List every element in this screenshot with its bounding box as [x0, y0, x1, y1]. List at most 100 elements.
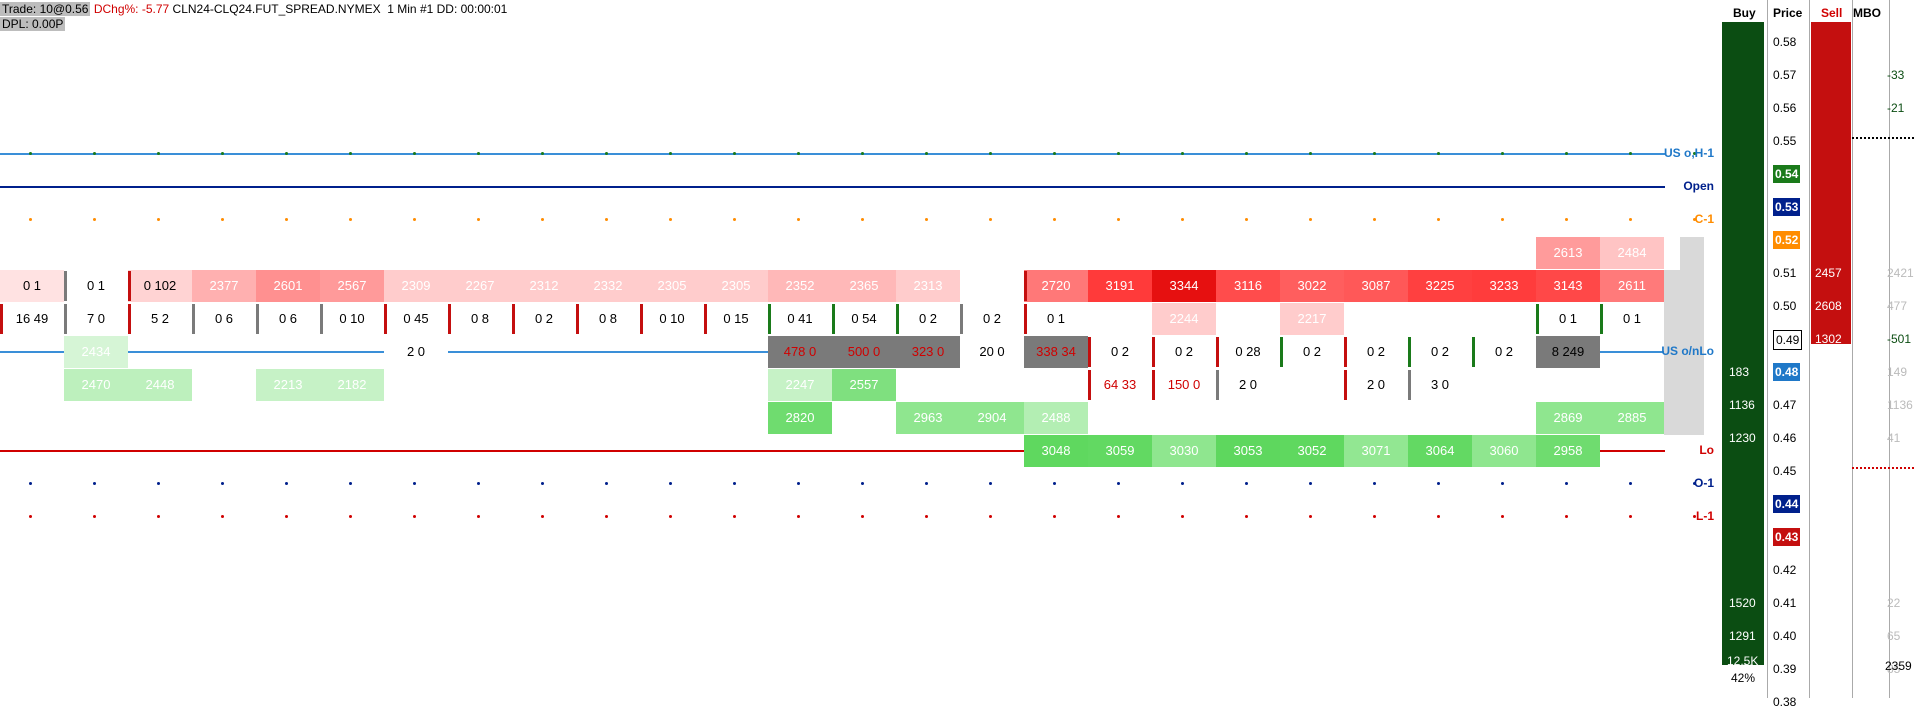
level-dot: [797, 152, 800, 155]
ladder-price[interactable]: 0.54: [1773, 165, 1801, 183]
buy-size[interactable]: 1136: [1729, 398, 1755, 412]
volume-cell: 2305: [704, 270, 768, 302]
ladder-price[interactable]: 0.40: [1773, 629, 1797, 643]
ladder-price[interactable]: 0.39: [1773, 662, 1797, 676]
level-dot: [669, 152, 672, 155]
buy-size[interactable]: 1291: [1729, 629, 1756, 643]
volume-cell: 0 6: [192, 303, 256, 335]
ladder-price[interactable]: 0.52: [1773, 231, 1801, 249]
candle-edge-bar: [768, 304, 771, 334]
ladder-price[interactable]: 0.50: [1773, 299, 1797, 313]
level-dot: [1629, 515, 1632, 518]
volume-cell: 0 102: [128, 270, 192, 302]
ladder-price[interactable]: 0.56: [1773, 101, 1797, 115]
trade-readout: Trade: 10@0.56: [0, 2, 91, 16]
ladder-price[interactable]: 0.42: [1773, 563, 1797, 577]
ladder-price[interactable]: 0.46: [1773, 431, 1797, 445]
level-dot: [1245, 515, 1248, 518]
buy-column[interactable]: [1722, 22, 1764, 665]
divider: [1889, 0, 1890, 698]
sell-size[interactable]: 2608: [1815, 299, 1842, 313]
dom-ladder[interactable]: Buy Price Sell MBO 0.58 0.57 -33 0.56 -21 0.5…: [1721, 0, 1914, 709]
buy-size[interactable]: 1230: [1729, 431, 1756, 445]
volume-cell: 3191: [1088, 270, 1152, 302]
level-dot: [29, 152, 32, 155]
ladder-price[interactable]: 0.57: [1773, 68, 1797, 82]
volume-cell: 0 45: [384, 303, 448, 335]
volume-cell: 0 8: [576, 303, 640, 335]
level-label-c1: C-1: [1694, 212, 1714, 226]
sell-header[interactable]: Sell: [1821, 6, 1843, 20]
level-dot: [413, 482, 416, 485]
volume-cell: 0 1: [0, 270, 64, 302]
candle-edge-bar: [1216, 337, 1219, 367]
volume-cell: 2267: [448, 270, 512, 302]
level-dot: [1309, 515, 1312, 518]
level-dot: [605, 218, 608, 221]
buy-size[interactable]: 1520: [1729, 596, 1756, 610]
level-dot: [221, 482, 224, 485]
level-dot: [29, 515, 32, 518]
mbo-value: 85: [1887, 662, 1901, 676]
ladder-price[interactable]: 0.58: [1773, 35, 1797, 49]
volume-cell: 0 2: [1088, 336, 1152, 368]
ladder-price[interactable]: 0.38: [1773, 695, 1797, 709]
mbo-header[interactable]: MBO: [1853, 6, 1881, 20]
ladder-price[interactable]: 0.49: [1773, 330, 1803, 350]
volume-cell: 150 0: [1152, 369, 1216, 401]
sell-size[interactable]: 2457: [1815, 266, 1842, 280]
ladder-price[interactable]: 0.41: [1773, 596, 1797, 610]
volume-cell: 3233: [1472, 270, 1536, 302]
level-dot: [541, 218, 544, 221]
level-dot: [733, 218, 736, 221]
volume-cell: 2247: [768, 369, 832, 401]
volume-cell: 0 2: [512, 303, 576, 335]
volume-cell: 0 10: [320, 303, 384, 335]
divider: [1852, 0, 1853, 698]
level-dot: [669, 515, 672, 518]
ladder-price[interactable]: 0.44: [1773, 495, 1801, 513]
level-dot: [1693, 515, 1696, 518]
ladder-price[interactable]: 0.55: [1773, 134, 1797, 148]
ladder-price[interactable]: 0.48: [1773, 363, 1801, 381]
ladder-price[interactable]: 0.45: [1773, 464, 1797, 478]
mbo-value: 2421: [1887, 266, 1914, 280]
sell-size[interactable]: 1302: [1815, 332, 1842, 346]
volume-cell: 2820: [768, 402, 832, 434]
ladder-price[interactable]: 0.47: [1773, 398, 1797, 412]
volume-cell: 3048: [1024, 435, 1088, 467]
volume-cell: 0 41: [768, 303, 832, 335]
buy-size[interactable]: 183: [1729, 365, 1750, 379]
level-dot: [1373, 152, 1376, 155]
level-dot: [925, 218, 928, 221]
price-header[interactable]: Price: [1773, 6, 1803, 20]
ladder-price[interactable]: 0.43: [1773, 528, 1801, 546]
ladder-price[interactable]: 0.53: [1773, 198, 1801, 216]
ladder-price[interactable]: 0.51: [1773, 266, 1797, 280]
price-chart[interactable]: Trade: 10@0.56 DChg%: -5.77 CLN24-CLQ24.…: [0, 0, 1720, 698]
buy-size[interactable]: 1193: [1729, 662, 1755, 676]
sell-column[interactable]: [1811, 22, 1851, 344]
volume-profile-bar: [1664, 369, 1704, 402]
mbo-value: -21: [1887, 101, 1905, 115]
level-dot: [1181, 515, 1184, 518]
level-dot: [605, 515, 608, 518]
volume-cell: 2244: [1152, 303, 1216, 335]
volume-cell: 0 6: [256, 303, 320, 335]
level-dot: [669, 482, 672, 485]
level-dot: [29, 482, 32, 485]
volume-cell: 0 2: [1408, 336, 1472, 368]
volume-cell: 3053: [1216, 435, 1280, 467]
divider: [1767, 0, 1768, 698]
level-dot: [1373, 482, 1376, 485]
volume-cell: 2309: [384, 270, 448, 302]
candle-edge-bar: [1280, 337, 1283, 367]
buy-header[interactable]: Buy: [1733, 6, 1756, 20]
candle-edge-bar: [576, 304, 579, 334]
level-label-lo: Lo: [1699, 443, 1714, 457]
level-dot: [733, 152, 736, 155]
volume-cell: 3225: [1408, 270, 1472, 302]
volume-cell: 0 2: [1344, 336, 1408, 368]
candle-edge-bar: [1472, 337, 1475, 367]
level-dot: [413, 515, 416, 518]
